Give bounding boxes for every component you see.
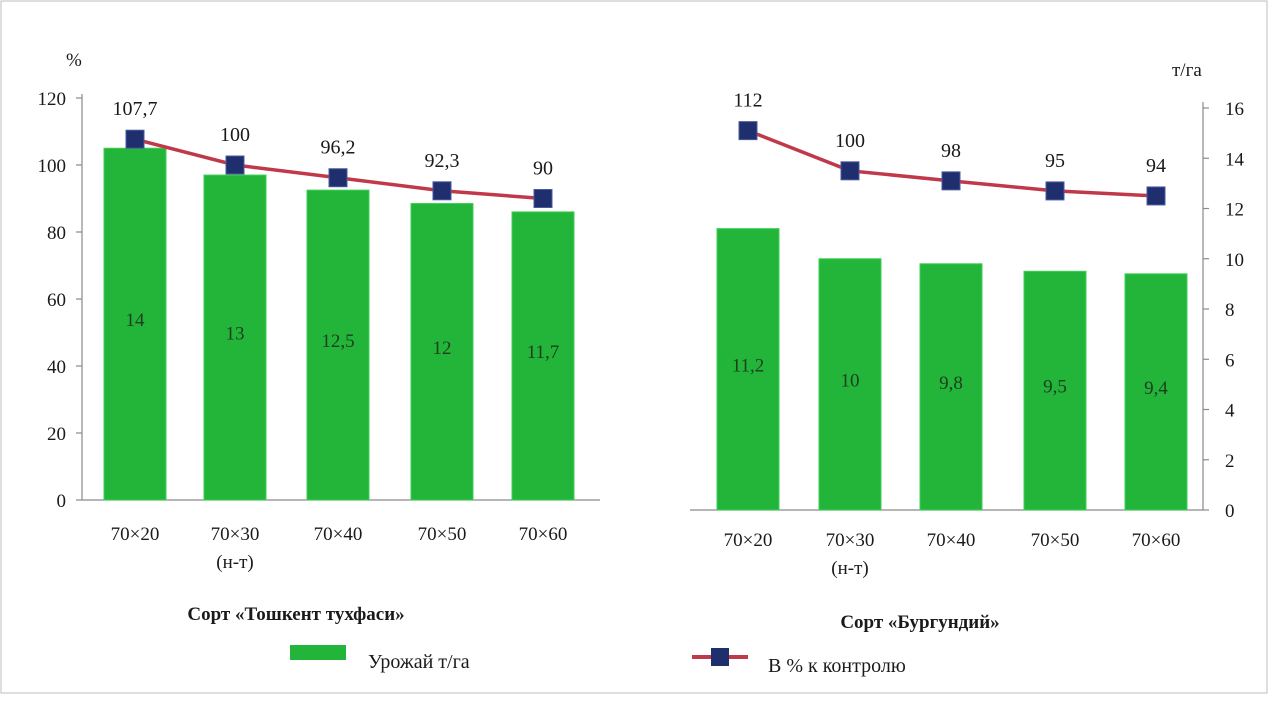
left-tick-label: 100 xyxy=(38,156,67,177)
bar-value-label-1-4: 9,4 xyxy=(1144,378,1168,399)
labels-layer: 14 13 12,5 12 11,7 107,7 100 96,2 92,3 90 70×20 70×… xyxy=(111,90,1181,579)
category-label-1-4: 70×60 xyxy=(1132,530,1181,551)
line-value-label-1-2: 98 xyxy=(941,140,961,162)
bar-0-2 xyxy=(306,189,370,501)
bar-value-label-1-1: 10 xyxy=(841,370,860,391)
bar-value-label-0-2: 12,5 xyxy=(321,331,354,352)
bar-value-label-1-0: 11,2 xyxy=(732,355,765,376)
category-label-0-4: 70×60 xyxy=(519,524,568,545)
line-value-label-1-0: 112 xyxy=(733,90,762,112)
category-label-1-0: 70×20 xyxy=(724,530,773,551)
bars-layer xyxy=(103,147,1188,511)
line-marker-0-1 xyxy=(225,155,245,175)
category-label-0-0: 70×20 xyxy=(111,524,160,545)
category-label-0-2: 70×40 xyxy=(314,524,363,545)
bar-1-4 xyxy=(1124,273,1188,511)
category-label-1-2: 70×40 xyxy=(927,530,976,551)
line-marker-1-2 xyxy=(941,171,961,191)
left-tick-label: 60 xyxy=(47,290,66,311)
bar-value-label-0-0: 14 xyxy=(126,310,146,331)
legend-line-marker xyxy=(711,648,729,666)
line-marker-0-4 xyxy=(533,189,553,208)
left-tick-label: 0 xyxy=(57,491,67,512)
bar-1-2 xyxy=(919,263,983,511)
line-marker-1-3 xyxy=(1045,181,1065,201)
right-axis-label: т/га xyxy=(1172,60,1202,81)
bar-1-0 xyxy=(716,228,780,511)
category-label-0-1: 70×30 xyxy=(211,524,260,545)
category-label-1-1: 70×30 xyxy=(826,530,875,551)
left-axis-label: % xyxy=(66,50,82,71)
right-tick-label: 8 xyxy=(1225,300,1235,321)
group-title-0: Сорт «Тошкент тухфаси» xyxy=(187,604,404,625)
bar-value-label-0-4: 11,7 xyxy=(527,342,560,363)
category-sublabel-0-1: (н-т) xyxy=(216,552,253,573)
right-tick-label: 12 xyxy=(1225,200,1244,221)
left-tick-label: 20 xyxy=(47,424,66,445)
bar-value-label-0-1: 13 xyxy=(226,324,245,345)
bar-value-label-1-3: 9,5 xyxy=(1043,377,1067,398)
bar-value-label-1-2: 9,8 xyxy=(939,373,963,394)
line-value-label-0-0: 107,7 xyxy=(113,98,158,120)
right-tick-label: 16 xyxy=(1225,99,1244,120)
right-tick-label: 4 xyxy=(1225,401,1235,422)
right-tick-label: 6 xyxy=(1225,350,1235,371)
legend: Урожай т/га В % к контролю xyxy=(290,645,906,677)
bar-0-3 xyxy=(410,203,474,501)
right-tick-label: 2 xyxy=(1225,451,1235,472)
bar-0-4 xyxy=(511,211,575,501)
lines-layer xyxy=(125,121,1166,208)
category-sublabel-1-1: (н-т) xyxy=(831,558,868,579)
left-tick-label: 40 xyxy=(47,357,66,378)
line-marker-1-0 xyxy=(738,121,758,141)
legend-bar-label: Урожай т/га xyxy=(368,651,470,673)
line-marker-0-2 xyxy=(328,168,348,188)
line-value-label-0-4: 90 xyxy=(533,158,553,180)
right-tick-label: 10 xyxy=(1225,250,1244,271)
line-value-label-1-4: 94 xyxy=(1146,155,1166,177)
group-title-1: Сорт «Бургундий» xyxy=(840,612,999,633)
line-marker-0-3 xyxy=(432,181,452,201)
bar-0-1 xyxy=(203,174,267,501)
legend-line-label: В % к контролю xyxy=(768,655,906,677)
legend-bar-swatch xyxy=(290,645,346,660)
line-value-label-0-2: 96,2 xyxy=(321,137,356,159)
right-tick-label: 0 xyxy=(1225,501,1235,522)
line-value-label-0-1: 100 xyxy=(220,124,250,146)
right-tick-label: 14 xyxy=(1225,149,1245,170)
category-label-1-3: 70×50 xyxy=(1031,530,1080,551)
bar-1-1 xyxy=(818,258,882,511)
line-marker-0-0 xyxy=(125,129,145,149)
category-label-0-3: 70×50 xyxy=(418,524,467,545)
line-value-label-1-3: 95 xyxy=(1045,150,1065,172)
left-tick-label: 120 xyxy=(38,89,67,110)
axes-layer: 0 20 40 60 80 100 120 0 2 4 6 8 10 12 14 16 xyxy=(38,89,1245,522)
line-value-label-0-3: 92,3 xyxy=(425,150,460,172)
left-tick-label: 80 xyxy=(47,223,66,244)
line-value-label-1-1: 100 xyxy=(835,130,865,152)
line-marker-1-1 xyxy=(840,161,860,181)
bar-value-label-0-3: 12 xyxy=(433,338,452,359)
line-marker-1-4 xyxy=(1146,186,1166,206)
bar-1-3 xyxy=(1023,270,1087,511)
